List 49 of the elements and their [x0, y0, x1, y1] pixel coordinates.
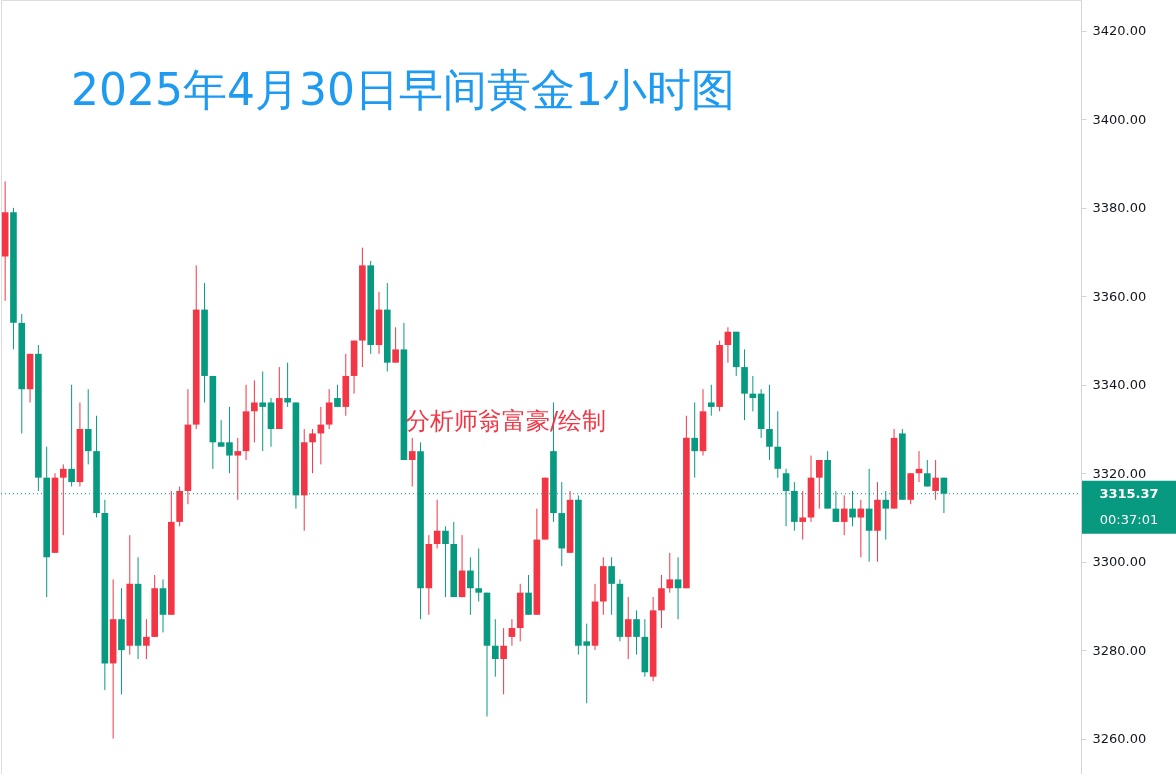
- y-tick-label: 3280.00: [1092, 642, 1147, 658]
- text: 00:37:01: [1099, 511, 1159, 527]
- y-tick-label: 3260.00: [1092, 731, 1147, 747]
- candlestick: [467, 556, 474, 616]
- y-tick-label: 3300.00: [1092, 554, 1147, 570]
- y-tick-label: 3380.00: [1092, 200, 1147, 216]
- candlestick: [217, 419, 225, 448]
- candlestick: [475, 547, 483, 603]
- candlestick: [815, 459, 823, 510]
- candlestick: [766, 384, 773, 461]
- ref-line-label: 3315.37: [1099, 485, 1159, 501]
- candlestick: [408, 437, 416, 488]
- candlestick: [392, 326, 399, 364]
- y-tick-label: 3340.00: [1092, 377, 1147, 393]
- candlestick: [284, 362, 291, 408]
- y-tick-label: 3420.00: [1092, 23, 1147, 39]
- candlestick: [707, 384, 715, 417]
- candlestick: [923, 459, 931, 488]
- y-tick-label: 3360.00: [1092, 288, 1147, 304]
- candlestick: [658, 574, 665, 629]
- candlestick: [666, 552, 674, 594]
- candlestick: [932, 459, 939, 501]
- candlestick: [633, 609, 640, 656]
- candlestick: [608, 556, 615, 616]
- candlestick: [500, 627, 507, 695]
- candlestick: [624, 596, 632, 660]
- candlestick: [525, 574, 532, 616]
- candlestick: [691, 401, 699, 479]
- y-tick-label: 3400.00: [1092, 111, 1147, 127]
- candlestick: [840, 494, 848, 536]
- candlestick: [799, 490, 807, 541]
- candlestick: [309, 428, 316, 474]
- candlestick: [442, 525, 449, 598]
- candlestick: [774, 410, 782, 479]
- candlestick: [674, 556, 682, 620]
- candlestick: [59, 463, 67, 536]
- candlestick: [143, 618, 150, 660]
- candlestick: [491, 618, 499, 678]
- candlestick: [508, 618, 516, 647]
- candlestick: [251, 379, 258, 443]
- candlestick: [259, 371, 267, 452]
- candlestick: [68, 384, 75, 488]
- candlestick: [234, 437, 242, 501]
- text: 2025年4月30日早间黄金1小时图: [71, 64, 735, 115]
- y-tick-label: 3320.00: [1092, 465, 1147, 481]
- candlestick: [334, 384, 341, 408]
- candlestick: [84, 388, 92, 465]
- candlestick: [325, 388, 333, 430]
- candlestick: [226, 406, 233, 474]
